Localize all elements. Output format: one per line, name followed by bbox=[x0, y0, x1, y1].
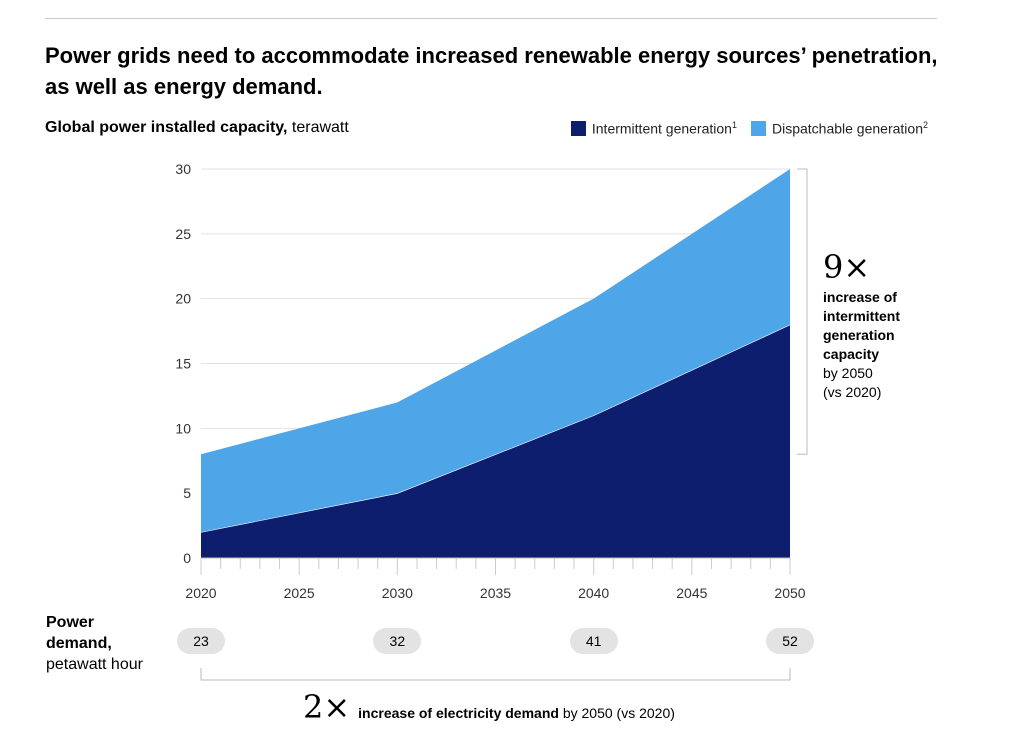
demand-value-pill: 32 bbox=[373, 628, 422, 654]
demand-annotation: 2× increase of electricity demand by 205… bbox=[303, 688, 675, 726]
x-tick-label: 2030 bbox=[382, 585, 413, 601]
demand-bracket bbox=[200, 668, 791, 681]
top-divider bbox=[45, 18, 937, 19]
demand-value-pill: 23 bbox=[177, 628, 225, 654]
x-tick-label: 2050 bbox=[774, 585, 805, 601]
x-tick-label: 2035 bbox=[480, 585, 511, 601]
y-tick-label: 0 bbox=[183, 550, 191, 566]
demand-value-pill: 52 bbox=[766, 628, 814, 654]
capacity-annotation: 9× increase of intermittent generation c… bbox=[823, 250, 900, 402]
annotation-line: intermittent bbox=[823, 308, 900, 324]
x-tick-label: 2025 bbox=[284, 585, 315, 601]
chart-title: Power grids need to accommodate increase… bbox=[45, 43, 938, 99]
y-tick-label: 15 bbox=[175, 356, 191, 372]
y-tick-label: 10 bbox=[175, 420, 191, 436]
x-tick-label: 2045 bbox=[676, 585, 707, 601]
legend: Intermittent generation1 Dispatchable ge… bbox=[570, 120, 928, 137]
legend-swatch-intermittent bbox=[570, 120, 586, 136]
demand-multiplier: 2× bbox=[303, 688, 351, 726]
y-tick-label: 25 bbox=[175, 226, 191, 242]
y-axis-label-bold: Global power installed capacity, bbox=[45, 119, 288, 136]
y-tick-label: 20 bbox=[175, 291, 191, 307]
annotation-line: increase of bbox=[823, 289, 897, 305]
legend-item-dispatchable: Dispatchable generation2 bbox=[750, 120, 928, 137]
y-tick-label: 30 bbox=[175, 161, 191, 177]
demand-annotation-text: increase of electricity demand by 2050 (… bbox=[358, 705, 675, 721]
legend-item-intermittent: Intermittent generation1 bbox=[570, 120, 737, 137]
x-tick-label: 2020 bbox=[185, 585, 216, 601]
capacity-bracket bbox=[797, 168, 808, 455]
annotation-line: capacity bbox=[823, 346, 880, 362]
y-tick-label: 5 bbox=[183, 485, 191, 501]
demand-unit: petawatt hour bbox=[46, 656, 143, 673]
area-dispatchable-generation bbox=[201, 169, 790, 533]
annotation-line: (vs 2020) bbox=[823, 384, 882, 400]
demand-label: Power demand, petawatt hour bbox=[46, 612, 143, 675]
y-axis-label: Global power installed capacity, terawat… bbox=[45, 119, 349, 137]
demand-label-line: demand, bbox=[46, 635, 112, 652]
capacity-multiplier: 9× bbox=[823, 248, 871, 286]
demand-label-line: Power bbox=[46, 614, 95, 631]
x-tick-label: 2040 bbox=[578, 585, 609, 601]
y-axis-unit: terawatt bbox=[291, 119, 349, 136]
annotation-line: generation bbox=[823, 327, 895, 343]
legend-label: Dispatchable generation2 bbox=[771, 120, 928, 137]
annotation-line: by 2050 bbox=[823, 365, 873, 381]
legend-label: Intermittent generation1 bbox=[591, 120, 737, 137]
demand-value-pill: 41 bbox=[569, 628, 618, 654]
legend-swatch-dispatchable bbox=[750, 120, 766, 136]
area-intermittent-generation bbox=[201, 324, 790, 558]
